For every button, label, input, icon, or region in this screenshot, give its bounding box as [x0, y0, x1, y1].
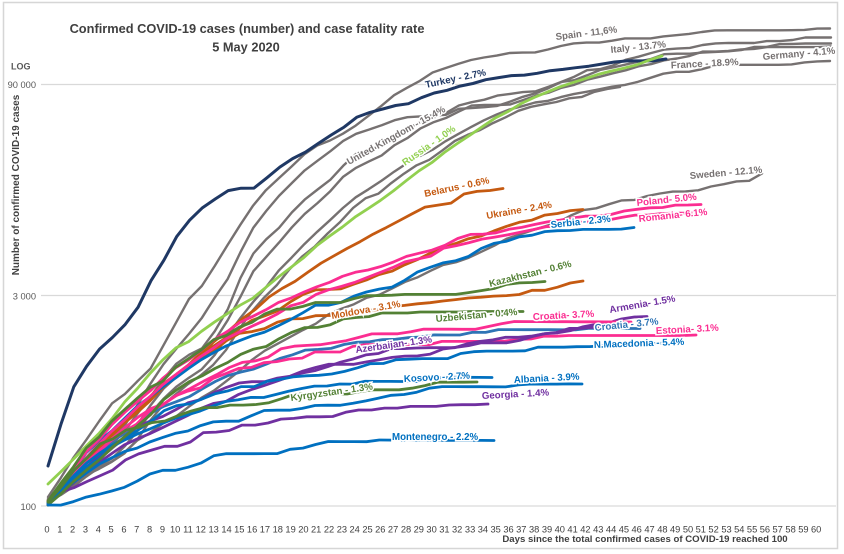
svg-text:11: 11 — [183, 525, 193, 535]
svg-text:5 May 2020: 5 May 2020 — [212, 40, 280, 55]
svg-text:Estonia- 3.1%: Estonia- 3.1% — [656, 323, 720, 337]
svg-text:38: 38 — [529, 525, 539, 535]
svg-text:48: 48 — [657, 525, 667, 535]
svg-text:60: 60 — [811, 525, 821, 535]
svg-text:42: 42 — [580, 525, 590, 535]
svg-text:41: 41 — [567, 525, 577, 535]
svg-text:53: 53 — [721, 525, 731, 535]
svg-text:46: 46 — [632, 525, 642, 535]
svg-text:50: 50 — [683, 525, 693, 535]
svg-text:58: 58 — [785, 525, 795, 535]
svg-text:90 000: 90 000 — [8, 80, 36, 90]
svg-text:45: 45 — [619, 525, 629, 535]
svg-text:N.Macedonia - 5.4%: N.Macedonia - 5.4% — [594, 337, 685, 351]
svg-text:13: 13 — [209, 525, 219, 535]
svg-text:31: 31 — [439, 525, 449, 535]
svg-text:39: 39 — [542, 525, 552, 535]
svg-text:30: 30 — [426, 525, 436, 535]
svg-text:47: 47 — [644, 525, 654, 535]
svg-text:4: 4 — [96, 525, 101, 535]
svg-text:Days since the total confirmed: Days since the total confirmed cases of … — [502, 534, 787, 545]
svg-text:54: 54 — [734, 525, 744, 535]
svg-text:21: 21 — [311, 525, 321, 535]
svg-text:22: 22 — [324, 525, 334, 535]
svg-text:49: 49 — [670, 525, 680, 535]
svg-text:29: 29 — [414, 525, 424, 535]
svg-text:Confirmed COVID-19 cases (numb: Confirmed COVID-19 cases (number) and ca… — [70, 21, 425, 36]
svg-text:34: 34 — [478, 525, 488, 535]
svg-text:37: 37 — [516, 525, 526, 535]
svg-text:57: 57 — [773, 525, 783, 535]
svg-text:1: 1 — [57, 525, 62, 535]
svg-text:52: 52 — [708, 525, 718, 535]
svg-text:16: 16 — [247, 525, 257, 535]
svg-text:Kosovo - 2.7%: Kosovo - 2.7% — [404, 371, 471, 385]
svg-text:10: 10 — [170, 525, 180, 535]
svg-text:LOG: LOG — [11, 62, 31, 72]
svg-text:Georgia - 1.4%: Georgia - 1.4% — [482, 387, 550, 402]
svg-text:6: 6 — [121, 525, 126, 535]
svg-text:100: 100 — [20, 502, 36, 512]
svg-text:56: 56 — [760, 525, 770, 535]
svg-text:32: 32 — [452, 525, 462, 535]
svg-text:51: 51 — [696, 525, 706, 535]
svg-text:Croatia- 3.7%: Croatia- 3.7% — [533, 309, 595, 323]
svg-text:9: 9 — [160, 525, 165, 535]
svg-text:0: 0 — [44, 525, 49, 535]
svg-text:27: 27 — [388, 525, 398, 535]
svg-text:17: 17 — [260, 525, 270, 535]
svg-text:35: 35 — [491, 525, 501, 535]
svg-text:55: 55 — [747, 525, 757, 535]
svg-text:France - 18.9%: France - 18.9% — [671, 57, 740, 72]
svg-text:25: 25 — [362, 525, 372, 535]
svg-text:12: 12 — [196, 525, 206, 535]
svg-text:5: 5 — [109, 525, 114, 535]
svg-text:Montenegro - 2.2%: Montenegro - 2.2% — [392, 432, 479, 443]
svg-text:7: 7 — [134, 525, 139, 535]
svg-text:33: 33 — [465, 525, 475, 535]
svg-text:24: 24 — [350, 525, 360, 535]
svg-text:8: 8 — [147, 525, 152, 535]
svg-text:2: 2 — [70, 525, 75, 535]
svg-text:Number of confirmed COVID-19 c: Number of confirmed COVID-19 cases — [11, 94, 22, 275]
svg-text:36: 36 — [503, 525, 513, 535]
svg-text:28: 28 — [401, 525, 411, 535]
svg-text:Albania - 3.9%: Albania - 3.9% — [514, 372, 581, 386]
svg-text:3: 3 — [83, 525, 88, 535]
svg-text:14: 14 — [221, 525, 231, 535]
svg-text:26: 26 — [375, 525, 385, 535]
svg-text:3 000: 3 000 — [13, 292, 36, 302]
svg-text:40: 40 — [555, 525, 565, 535]
svg-text:20: 20 — [298, 525, 308, 535]
svg-text:18: 18 — [273, 525, 283, 535]
svg-text:23: 23 — [337, 525, 347, 535]
svg-text:15: 15 — [234, 525, 244, 535]
svg-text:44: 44 — [606, 525, 616, 535]
svg-text:43: 43 — [593, 525, 603, 535]
svg-text:59: 59 — [798, 525, 808, 535]
svg-text:19: 19 — [285, 525, 295, 535]
